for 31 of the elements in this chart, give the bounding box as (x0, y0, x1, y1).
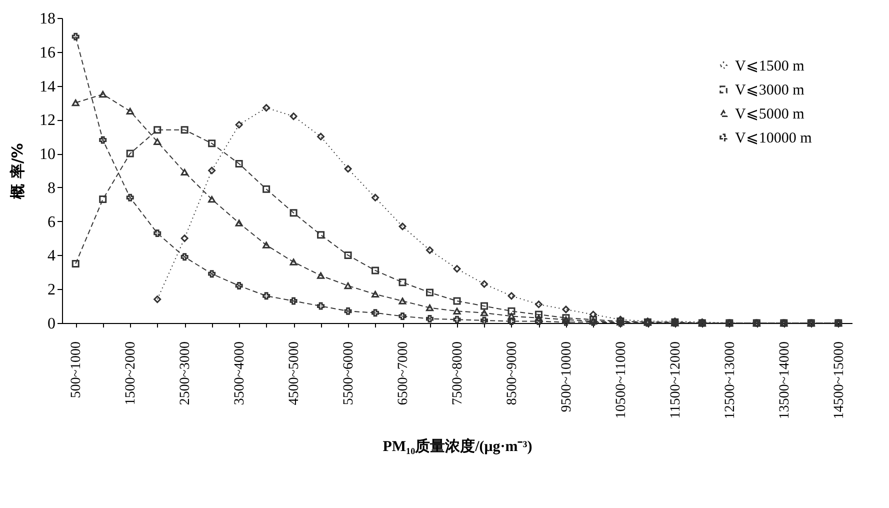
legend-label: V⩽3000 m (735, 82, 805, 98)
y-tick-label: 0 (48, 316, 56, 332)
x-tick-label: 3500~4000 (232, 342, 248, 406)
y-tick-label: 10 (40, 146, 56, 164)
x-tick-label: 9500~10000 (559, 342, 574, 412)
y-tick-label: 14 (40, 78, 56, 96)
y-tick-label: 2 (48, 282, 56, 299)
y-tick-label: 18 (40, 10, 56, 28)
x-tick-label: 2500~3000 (178, 342, 194, 406)
legend-label: V⩽1500 m (735, 58, 805, 74)
y-tick-label: 8 (48, 180, 56, 197)
x-tick-label: 13500~14000 (777, 342, 792, 420)
y-tick-label: 4 (48, 248, 56, 265)
x-tick-label: 6500~7000 (396, 342, 412, 406)
x-tick-label: 10500~11000 (614, 342, 629, 419)
x-tick-label: 14500~15000 (832, 342, 847, 420)
y-axis-title: 概 率/% (8, 143, 26, 200)
legend-label: V⩽10000 m (735, 130, 812, 146)
y-tick-label: 12 (40, 112, 56, 130)
x-tick-label: 1500~2000 (124, 342, 139, 406)
x-tick-label: 12500~13000 (722, 342, 738, 420)
x-axis-title: PM₁₀质量浓度/(μg·m⁻³) (382, 437, 532, 456)
x-tick-label: 5500~6000 (342, 342, 357, 406)
legend-label: V⩽5000 m (735, 106, 805, 122)
y-tick-label: 16 (40, 44, 56, 62)
y-tick-label: 6 (48, 214, 56, 231)
x-tick-label: 8500~9000 (504, 342, 520, 406)
x-tick-label: 7500~8000 (450, 342, 466, 406)
x-tick-label: 4500~5000 (287, 342, 302, 406)
x-tick-label: 11500~12000 (668, 342, 684, 419)
x-tick-label: 500~1000 (69, 342, 84, 398)
